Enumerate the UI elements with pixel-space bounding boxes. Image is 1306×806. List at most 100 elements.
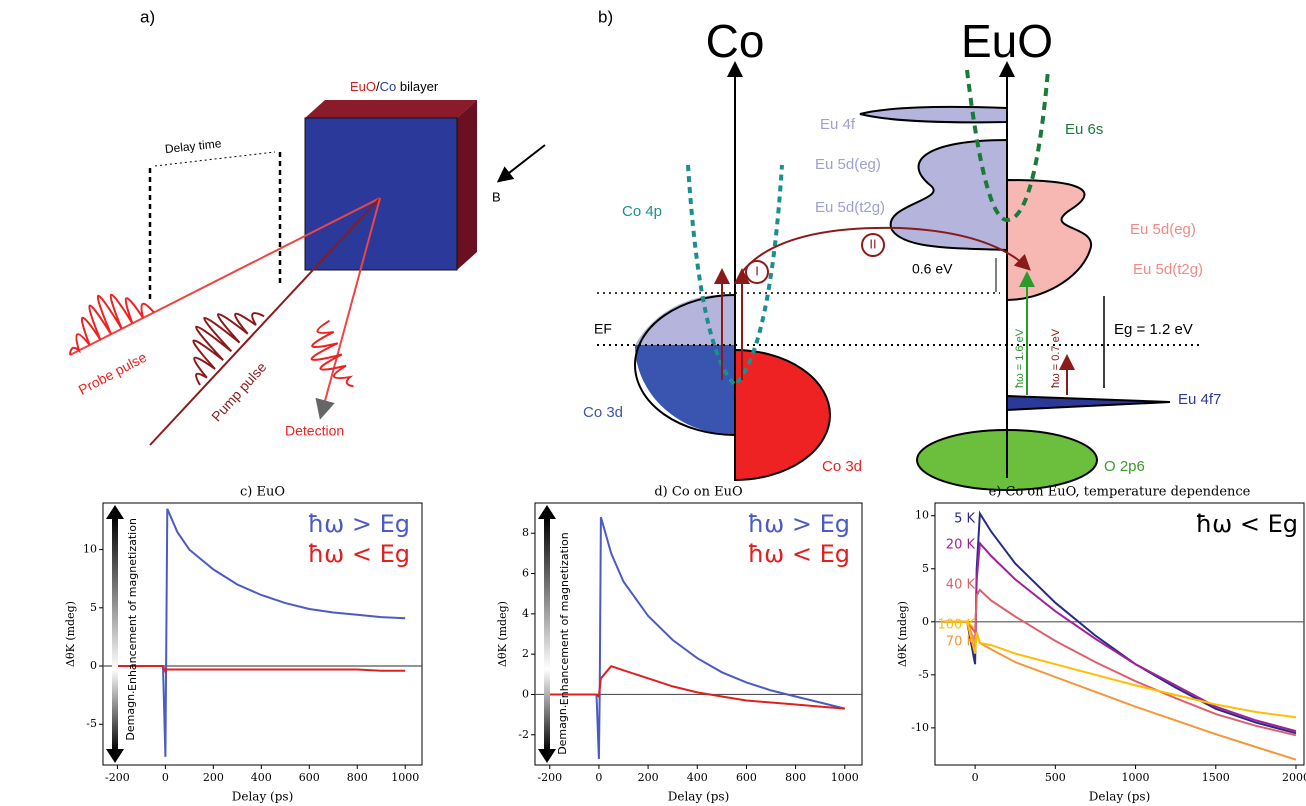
series-line <box>943 622 1296 718</box>
x-tick-label: -200 <box>537 771 562 784</box>
x-tick-label: 800 <box>347 771 368 784</box>
y-tick-label: -5 <box>918 668 929 681</box>
magnetization-arrow <box>112 517 118 751</box>
pump-label: Pump pulse <box>208 359 270 425</box>
cube-top <box>305 100 477 118</box>
series-line <box>117 666 405 672</box>
eu4f-band <box>860 107 1007 122</box>
series-label: 70 K <box>946 635 976 650</box>
figure: a) EuO/Co bilayer B Delay time Probe pul… <box>0 0 1306 806</box>
series-label: 5 K <box>954 512 975 527</box>
eu4f7-label: Eu 4f7 <box>1178 391 1221 408</box>
series-line <box>550 666 845 708</box>
series-line <box>943 590 1296 735</box>
x-tick-label: 600 <box>736 771 757 784</box>
cube-front <box>305 118 457 270</box>
legend-entry: ħω < Eg <box>747 540 850 568</box>
y-tick-label: 10 <box>915 509 929 522</box>
annotation: Demagn. <box>124 690 137 740</box>
arrow-head <box>106 749 124 763</box>
bilayer-label: EuO/Co bilayer <box>350 79 439 94</box>
y-tick-label: 6 <box>522 567 529 580</box>
co3d-label: Co 3d <box>583 404 623 421</box>
euo-part: EuO <box>350 79 376 94</box>
x-tick-label: 500 <box>1045 771 1066 784</box>
series-label: 40 K <box>946 578 976 593</box>
plot-frame <box>935 503 1304 765</box>
y-tick-label: 5 <box>90 601 97 614</box>
x-tick-label: 400 <box>251 771 272 784</box>
eu5d-t2g-label: Eu 5d(t2g) <box>1133 261 1203 278</box>
detection-label: Detection <box>285 423 344 439</box>
y-tick-label: 0 <box>90 659 97 672</box>
co3d-right <box>735 350 830 480</box>
x-axis-label: Delay (ps) <box>668 790 730 804</box>
series-label: 100 K <box>938 618 976 633</box>
x-tick-label: 200 <box>638 771 659 784</box>
x-tick-label: 0 <box>972 771 979 784</box>
probe-wave <box>52 277 154 355</box>
eu5d-right <box>1007 180 1091 300</box>
hw07-label: ħω = 0.7 eV <box>1050 328 1062 388</box>
y-tick-label: 0 <box>922 615 929 628</box>
legend-entry: ħω > Eg <box>747 510 850 538</box>
rest: bilayer <box>400 79 439 94</box>
co-part: Co <box>380 79 397 94</box>
x-axis-label: Delay (ps) <box>1089 790 1151 804</box>
annotation: Enhancement of magnetization <box>126 518 139 691</box>
x-tick-label: 800 <box>785 771 806 784</box>
x-tick-label: 1000 <box>391 771 419 784</box>
co-title: Co <box>706 15 765 67</box>
co4p-label: Co 4p <box>622 203 662 220</box>
arrow-head <box>106 505 124 519</box>
y-axis-label: ΔθK (mdeg) <box>896 601 909 667</box>
legend-entry: ħω > Eg <box>307 510 410 538</box>
legend-entry: ħω < Eg <box>307 540 410 568</box>
y-tick-label: 2 <box>522 647 529 660</box>
magnetization-arrow <box>544 517 550 751</box>
o2p-label: O 2p6 <box>1104 458 1145 475</box>
panel-label: a) <box>140 7 155 26</box>
co3d-label: Co 3d <box>822 458 862 475</box>
delay-label: Delay time <box>164 136 222 156</box>
step-label: II <box>869 236 876 251</box>
chart-title: d) Co on EuO <box>654 485 742 500</box>
chart-title: c) EuO <box>240 485 285 500</box>
x-tick-label: 0 <box>162 771 169 784</box>
y-axis-label: ΔθK (mdeg) <box>496 601 509 667</box>
x-tick-label: 200 <box>203 771 224 784</box>
y-tick-label: 10 <box>83 543 97 556</box>
panel-b: b) Co EuO I II Eu 4f Eu 6s Eu 5d(eg) Eu … <box>583 7 1221 490</box>
step-label: I <box>755 263 759 278</box>
series-label: 20 K <box>946 538 976 553</box>
series-line <box>943 622 1296 760</box>
hw16-label: ħω = 1.6 eV <box>1014 328 1026 388</box>
annotation: ħω < Eg <box>1195 510 1298 538</box>
detection-wave <box>301 321 353 397</box>
gap-label: 0.6 eV <box>912 261 953 277</box>
series-line <box>943 543 1296 731</box>
x-tick-label: 1000 <box>831 771 859 784</box>
panel-label: b) <box>598 7 613 26</box>
y-tick-label: 4 <box>522 607 529 620</box>
y-tick-label: -2 <box>518 728 529 741</box>
y-tick-label: -10 <box>911 721 929 734</box>
y-axis-label: ΔθK (mdeg) <box>64 601 77 667</box>
y-tick-label: 0 <box>522 687 529 700</box>
annotation: Demagn. <box>556 705 569 755</box>
field-arrow <box>500 145 545 180</box>
field-label: B <box>492 189 501 204</box>
panel-a: a) EuO/Co bilayer B Delay time Probe pul… <box>52 7 545 445</box>
fermi-label: EF <box>594 321 612 337</box>
eu5d-t2g-label: Eu 5d(t2g) <box>815 199 885 216</box>
x-tick-label: 600 <box>299 771 320 784</box>
y-tick-label: 5 <box>922 562 929 575</box>
x-axis-label: Delay (ps) <box>232 790 294 804</box>
annotation: Enhancement of magnetization <box>558 532 571 705</box>
x-tick-label: 0 <box>595 771 602 784</box>
x-tick-label: -200 <box>105 771 130 784</box>
eu4f7-band <box>1007 396 1170 410</box>
chart-title: e) Co on EuO, temperature dependence <box>989 485 1251 500</box>
